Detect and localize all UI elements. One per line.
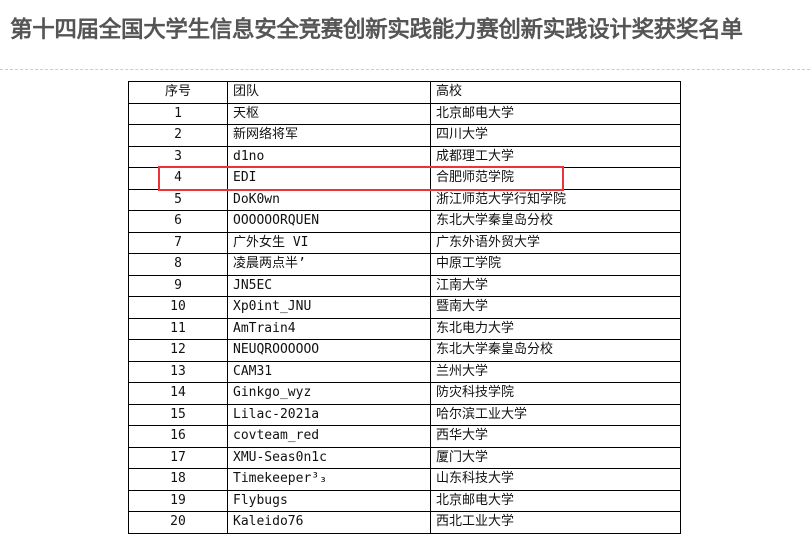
cell-index: 2 [128, 124, 228, 147]
cell-school: 西华大学 [430, 425, 681, 448]
cell-team: JN5EC [227, 274, 431, 297]
cell-index: 19 [128, 489, 228, 512]
cell-team: 凌晨两点半’ [227, 253, 431, 276]
cell-school: 中原工学院 [430, 253, 681, 276]
cell-school: 东北电力大学 [430, 317, 681, 340]
cell-team: NEUQROOOOOO [227, 339, 431, 362]
cell-index: 11 [128, 317, 228, 340]
cell-index: 18 [128, 468, 228, 491]
cell-school: 厦门大学 [430, 446, 681, 469]
highlight-box [158, 166, 564, 191]
header-school: 高校 [430, 81, 681, 104]
table-row: 11 AmTrain4 东北电力大学 [128, 317, 681, 340]
cell-school: 山东科技大学 [430, 468, 681, 491]
cell-team: AmTrain4 [227, 317, 431, 340]
cell-team: 广外女生 VI [227, 231, 431, 254]
table-row: 6 OOOOOORQUEN 东北大学秦皇岛分校 [128, 210, 681, 233]
table-row: 5 DoK0wn 浙江师范大学行知学院 [128, 188, 681, 211]
cell-index: 9 [128, 274, 228, 297]
cell-index: 10 [128, 296, 228, 319]
cell-team: Lilac-2021a [227, 403, 431, 426]
cell-index: 13 [128, 360, 228, 383]
cell-school: 成都理工大学 [430, 145, 681, 168]
divider [0, 69, 810, 70]
cell-school: 东北大学秦皇岛分校 [430, 210, 681, 233]
table-row: 16 covteam_red 西华大学 [128, 425, 681, 448]
cell-team: DoK0wn [227, 188, 431, 211]
header-team: 团队 [227, 81, 431, 104]
cell-index: 1 [128, 102, 228, 125]
cell-index: 15 [128, 403, 228, 426]
table-row: 4 EDI 合肥师范学院 [128, 167, 681, 190]
cell-index: 20 [128, 511, 228, 534]
cell-school: 北京邮电大学 [430, 489, 681, 512]
cell-team: Xp0int_JNU [227, 296, 431, 319]
cell-index: 17 [128, 446, 228, 469]
table-row: 20 Kaleido76 西北工业大学 [128, 511, 681, 534]
cell-school: 北京邮电大学 [430, 102, 681, 125]
table-row: 10 Xp0int_JNU 暨南大学 [128, 296, 681, 319]
table-row: 7 广外女生 VI 广东外语外贸大学 [128, 231, 681, 254]
table-row: 15 Lilac-2021a 哈尔滨工业大学 [128, 403, 681, 426]
cell-team: Timekeeper³₃ [227, 468, 431, 491]
cell-school: 四川大学 [430, 124, 681, 147]
table-row: 9 JN5EC 江南大学 [128, 274, 681, 297]
table-row: 13 CAM31 兰州大学 [128, 360, 681, 383]
cell-team: 天枢 [227, 102, 431, 125]
cell-school: 东北大学秦皇岛分校 [430, 339, 681, 362]
table-row: 18 Timekeeper³₃ 山东科技大学 [128, 468, 681, 491]
cell-team: Kaleido76 [227, 511, 431, 534]
cell-school: 西北工业大学 [430, 511, 681, 534]
table-row: 12 NEUQROOOOOO 东北大学秦皇岛分校 [128, 339, 681, 362]
cell-team: OOOOOORQUEN [227, 210, 431, 233]
cell-school: 浙江师范大学行知学院 [430, 188, 681, 211]
table-row: 17 XMU-Seas0n1c 厦门大学 [128, 446, 681, 469]
table-row: 1 天枢 北京邮电大学 [128, 102, 681, 125]
cell-school: 防灾科技学院 [430, 382, 681, 405]
cell-school: 兰州大学 [430, 360, 681, 383]
cell-team: Flybugs [227, 489, 431, 512]
cell-index: 6 [128, 210, 228, 233]
table-header-row: 序号 团队 高校 [128, 81, 681, 104]
cell-school: 广东外语外贸大学 [430, 231, 681, 254]
cell-team: d1no [227, 145, 431, 168]
cell-school: 哈尔滨工业大学 [430, 403, 681, 426]
table-row: 19 Flybugs 北京邮电大学 [128, 489, 681, 512]
cell-index: 16 [128, 425, 228, 448]
page-title: 第十四届全国大学生信息安全竞赛创新实践能力赛创新实践设计奖获奖名单 [10, 17, 743, 43]
cell-team: Ginkgo_wyz [227, 382, 431, 405]
cell-team: XMU-Seas0n1c [227, 446, 431, 469]
cell-team: covteam_red [227, 425, 431, 448]
cell-index: 7 [128, 231, 228, 254]
cell-team: CAM31 [227, 360, 431, 383]
table-row: 3 d1no 成都理工大学 [128, 145, 681, 168]
cell-team: 新网络将军 [227, 124, 431, 147]
table-row: 2 新网络将军 四川大学 [128, 124, 681, 147]
cell-school: 江南大学 [430, 274, 681, 297]
cell-index: 14 [128, 382, 228, 405]
table-row: 14 Ginkgo_wyz 防灾科技学院 [128, 382, 681, 405]
awards-table: 序号 团队 高校 1 天枢 北京邮电大学 2 新网络将军 四川大学 3 d1no 成都理工大学 4… [128, 81, 681, 534]
cell-index: 5 [128, 188, 228, 211]
table-row: 8 凌晨两点半’ 中原工学院 [128, 253, 681, 276]
cell-index: 8 [128, 253, 228, 276]
cell-index: 3 [128, 145, 228, 168]
cell-index: 12 [128, 339, 228, 362]
cell-school: 暨南大学 [430, 296, 681, 319]
header-index: 序号 [128, 81, 228, 104]
